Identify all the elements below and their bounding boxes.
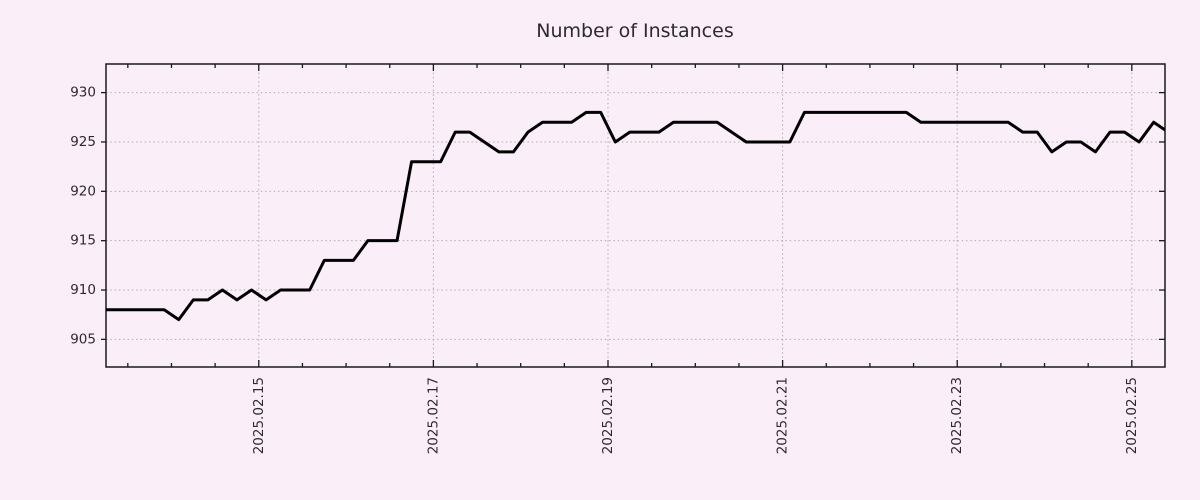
y-tick-label: 930	[70, 85, 96, 101]
x-tick-label: 2025.02.17	[425, 377, 441, 454]
axis-ticks	[101, 64, 1165, 367]
axis-labels: 905 910 915 920 925 930 2025.02.15 2025.02.17 20…	[70, 85, 1140, 455]
y-tick-label: 920	[70, 183, 96, 199]
plot-border	[105, 63, 1166, 368]
y-tick-label: 910	[70, 282, 96, 298]
x-tick-label: 2025.02.21	[775, 377, 791, 454]
y-tick-label: 905	[70, 331, 96, 347]
y-tick-label: 925	[70, 134, 96, 150]
x-tick-label: 2025.02.25	[1124, 377, 1140, 454]
x-tick-label: 2025.02.19	[600, 377, 616, 454]
x-tick-label: 2025.02.15	[251, 377, 267, 454]
chart-title: Number of Instances	[536, 20, 733, 42]
y-tick-label: 915	[70, 233, 96, 249]
gridlines	[106, 64, 1165, 367]
series-line-instances	[106, 110, 1165, 322]
x-tick-label: 2025.02.23	[949, 377, 965, 454]
